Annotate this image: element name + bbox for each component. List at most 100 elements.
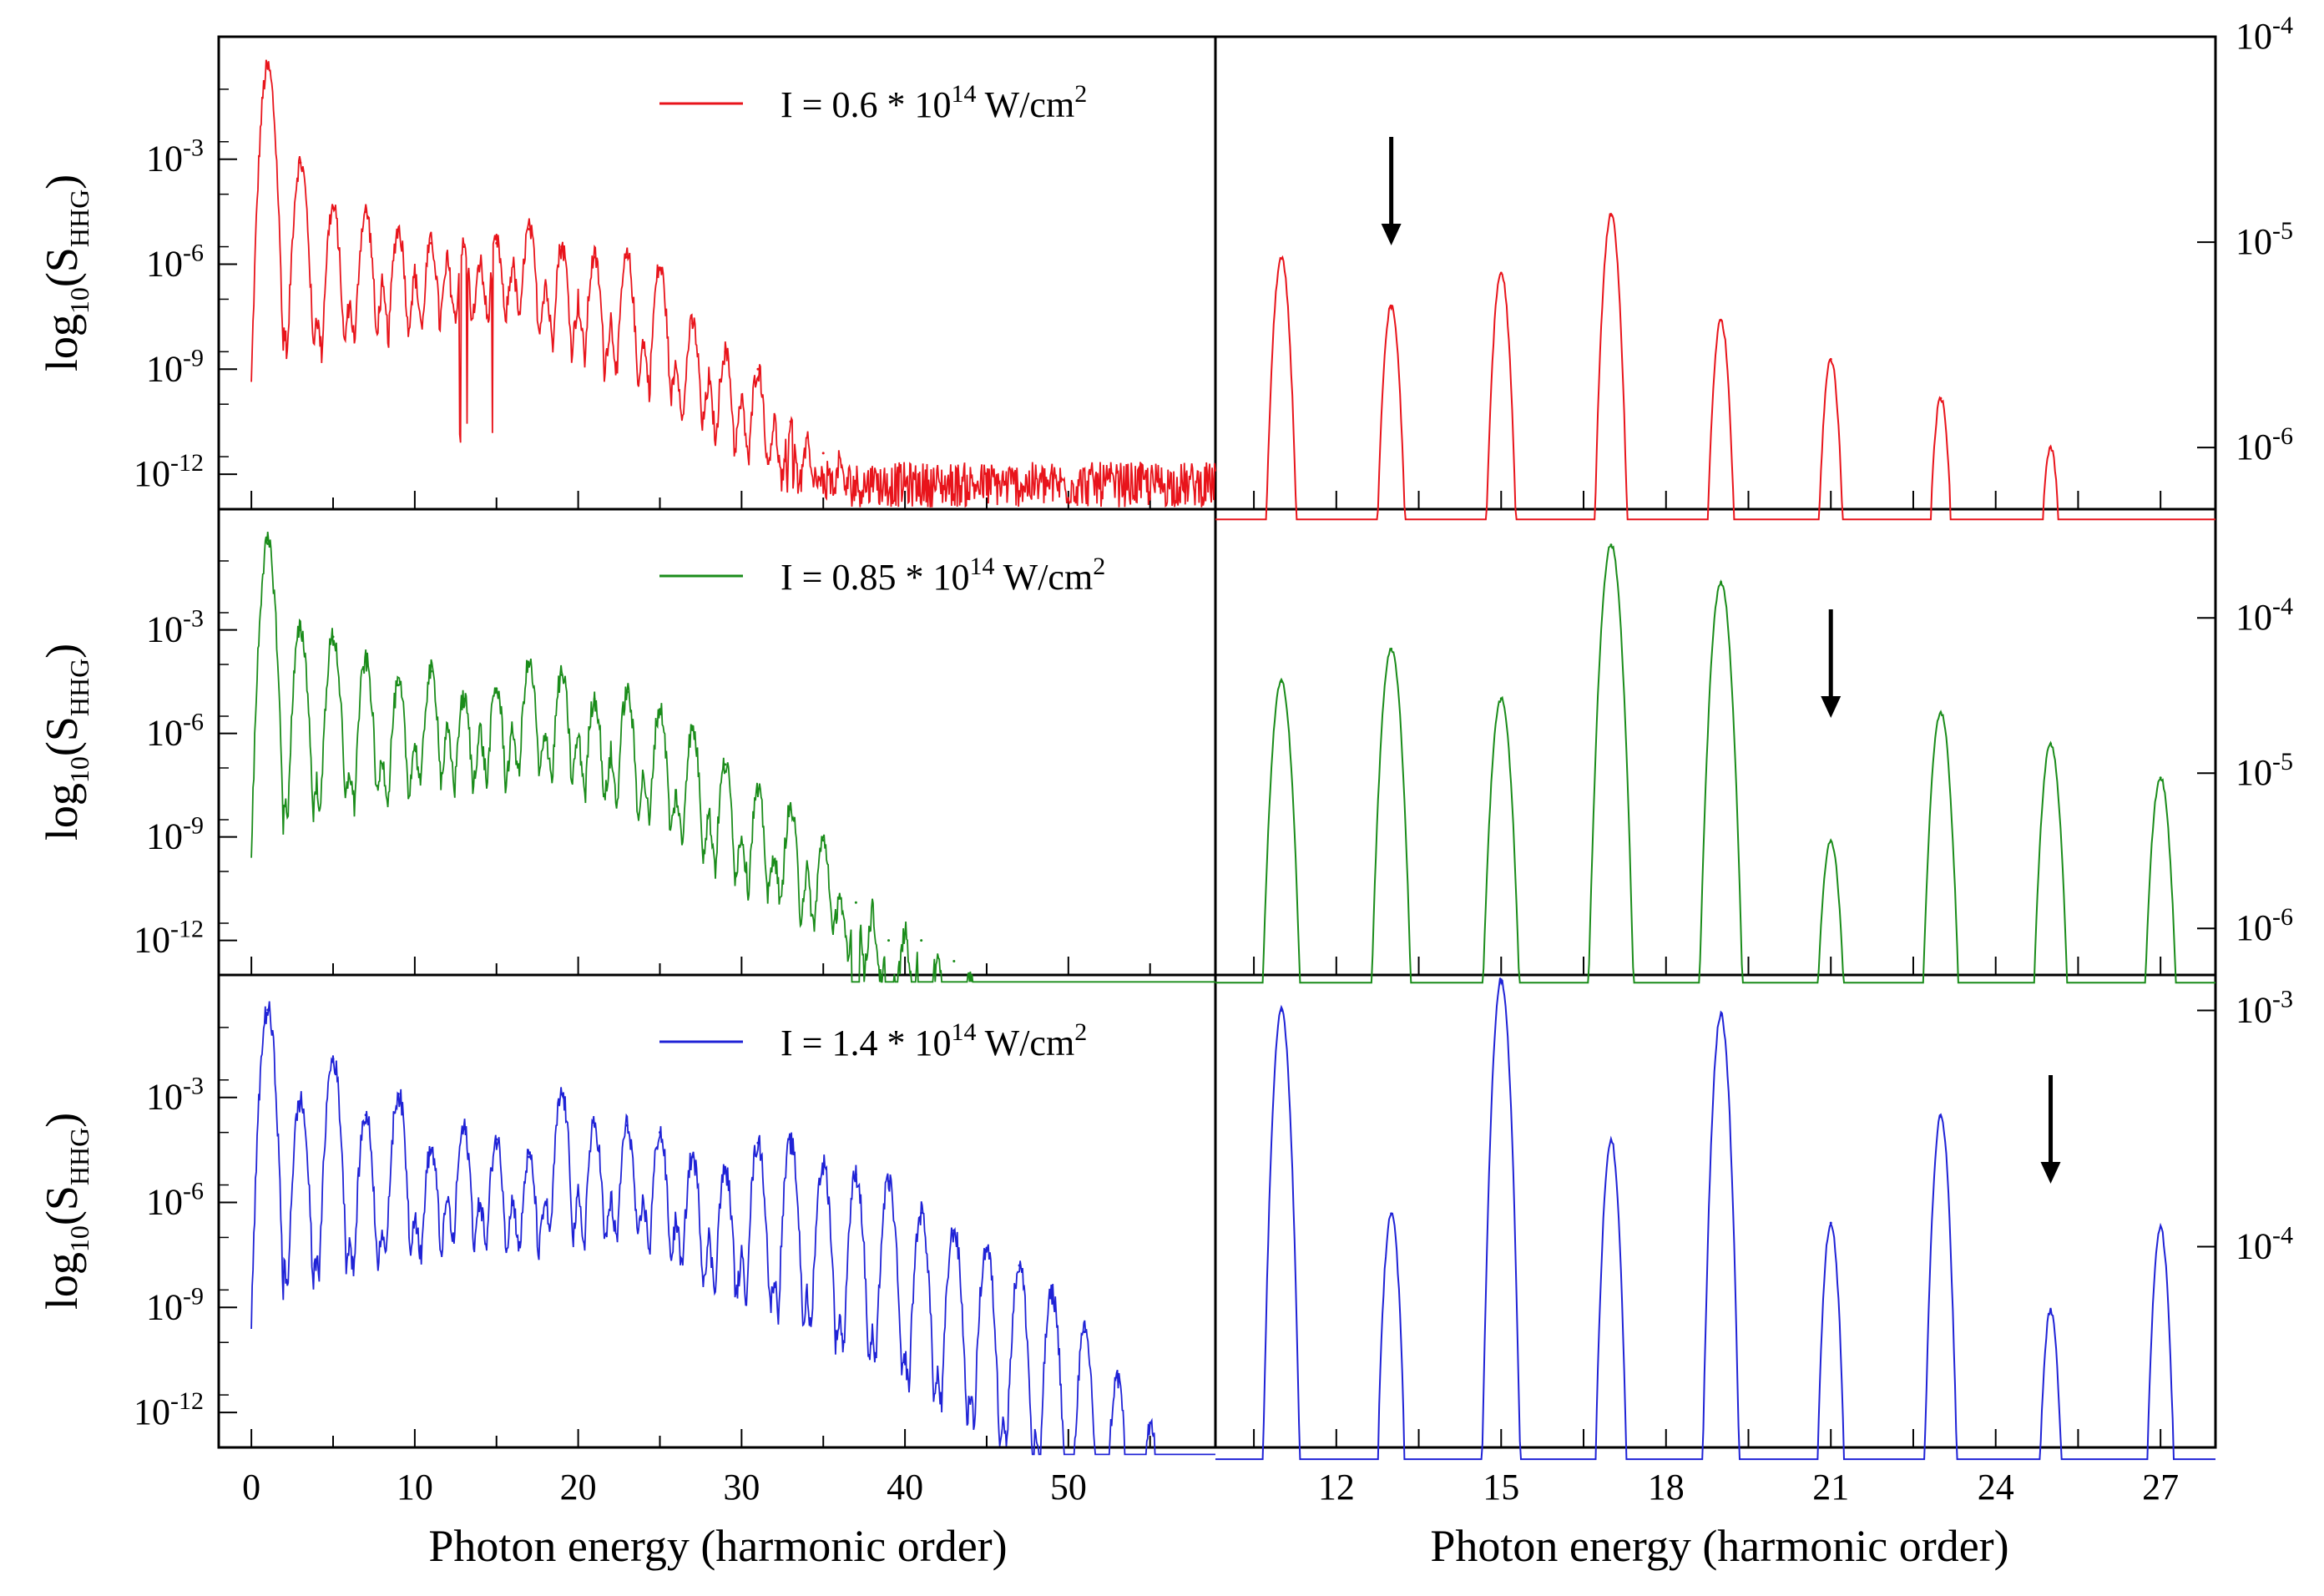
y-axis-title-text-part-2: (S [37, 1185, 87, 1225]
zoom-spectrum-line [1215, 543, 2215, 984]
y-axis-title-text-part-0: log [37, 1252, 87, 1310]
y-tick-label--12-part-0: 10 [134, 453, 170, 494]
y-axis-title: log10(SHHG) [37, 174, 94, 371]
legend-label-part-0: I = 0.85 * 10 [781, 557, 969, 598]
spectrum-peak-43 [952, 1229, 956, 1232]
x-tick-label-18-part-0: 18 [1648, 1467, 1685, 1508]
x-tick-label-15: 15 [1483, 1467, 1519, 1508]
y-tick-label--4-part-1: -4 [2272, 593, 2293, 620]
y-tick-label--6: 10-6 [2236, 903, 2293, 948]
zoom-peak-13 [1390, 1212, 1393, 1215]
zoom-peak-11 [1280, 257, 1283, 260]
y-tick-label--4: 10-4 [2236, 1221, 2293, 1266]
y-tick-label--12: 10-12 [134, 916, 204, 961]
spectrum-peak-53 [1116, 1376, 1119, 1379]
y-tick-label--4-part-0: 10 [2236, 1225, 2272, 1266]
x-tick-label-18: 18 [1648, 1467, 1685, 1508]
spectrum-peak-9 [397, 1093, 400, 1096]
zoom-peak-17 [1609, 214, 1613, 217]
x-tick-label-30: 30 [723, 1467, 760, 1508]
spectrum-peak-27 [691, 322, 695, 326]
y-tick-label--5-part-1: -5 [2272, 217, 2293, 245]
y-tick-label--6: 10-6 [2236, 422, 2293, 467]
y-tick-label--9-part-0: 10 [146, 1286, 183, 1327]
y-tick-label--5-part-1: -5 [2272, 748, 2293, 775]
zoom-peak-25 [2049, 446, 2053, 449]
spectrum-peak-11 [429, 241, 432, 245]
y-axis-title-text-part-0: log [37, 314, 87, 371]
y-tick-label--6-part-1: -6 [2272, 422, 2293, 450]
spectrum-peak-21 [593, 1124, 596, 1127]
spectrum-peak-49 [1050, 1292, 1053, 1295]
spectrum-peak-39 [887, 939, 891, 942]
spectrum-peak-11 [429, 1149, 432, 1152]
y-axis-title-text-part-3: HHG [64, 1128, 94, 1185]
y-axis-title-text-part-2: (S [37, 716, 87, 756]
legend-label-part-2: W/cm [976, 1023, 1074, 1063]
y-tick-label--6-part-0: 10 [2236, 427, 2272, 467]
legend-label: I = 0.85 * 1014 W/cm2 [781, 553, 1105, 598]
legend-label: I = 0.6 * 1014 W/cm2 [781, 80, 1087, 125]
y-tick-label--6: 10-6 [146, 1178, 204, 1223]
y-axis-title-text-part-1: 10 [64, 756, 94, 783]
x-tick-label-21-part-0: 21 [1812, 1467, 1849, 1508]
x-tick-label-21: 21 [1812, 1467, 1849, 1508]
x-tick-label-50: 50 [1050, 1467, 1087, 1508]
spectrum-peak-7 [364, 210, 367, 214]
spectrum-peak-33 [789, 808, 792, 811]
spectrum-peak-45 [985, 1246, 988, 1250]
spectrum-peak-5 [331, 1058, 335, 1061]
spectrum-peak-37 [854, 901, 857, 904]
y-tick-label--9-part-1: -9 [183, 344, 204, 371]
zoom-spectrum-line [1215, 977, 2215, 1461]
y-tick-label--6-part-1: -6 [2272, 903, 2293, 931]
zoom-peak-21 [1829, 840, 1832, 843]
y-axis-title-text-part-4: ) [37, 1113, 87, 1128]
legend-label-part-1: 14 [969, 553, 994, 580]
y-axis-title-text-part-1: 10 [64, 1225, 94, 1252]
spectrum-peak-29 [724, 350, 727, 353]
zoom-peak-27 [2159, 776, 2162, 780]
y-tick-label--6-part-1: -6 [183, 709, 204, 736]
spectrum-peak-47 [1018, 1264, 1021, 1267]
spectrum-peak-35 [821, 452, 825, 455]
x-tick-label-40: 40 [887, 1467, 923, 1508]
legend-label-part-3: 2 [1074, 1018, 1087, 1046]
y-tick-label--12-part-0: 10 [134, 920, 170, 961]
legend-label-part-3: 2 [1093, 553, 1105, 580]
annotation-arrow-head [1821, 696, 1842, 718]
y-axis-title-text: log10(SHHG) [37, 1113, 94, 1310]
spectrum-peak-31 [756, 367, 760, 371]
zoom-peak-25 [2049, 1309, 2053, 1312]
spectrum-line [250, 532, 1215, 983]
spectrum-peak-19 [560, 673, 563, 676]
x-tick-label-12: 12 [1318, 1467, 1355, 1508]
y-tick-label--9: 10-9 [146, 344, 204, 389]
spectrum-peak-1 [266, 67, 270, 70]
y-axis-title-text: log10(SHHG) [37, 174, 94, 371]
y-axis-title: log10(SHHG) [37, 1113, 94, 1310]
spectrum-peak-17 [528, 1155, 531, 1159]
y-tick-label--3-part-1: -3 [183, 605, 204, 633]
zoom-peak-11 [1280, 1008, 1283, 1012]
y-tick-label--9-part-1: -9 [183, 1282, 204, 1310]
spectrum-peak-51 [1083, 1331, 1086, 1334]
y-axis-title-text-part-3: HHG [64, 189, 94, 247]
y-tick-label--5-part-0: 10 [2236, 221, 2272, 262]
spectrum-peak-9 [397, 228, 400, 231]
legend-label-part-1: 14 [951, 1018, 976, 1046]
spectrum-peak-15 [495, 241, 498, 245]
zoom-peak-15 [1499, 271, 1503, 275]
y-tick-label--6-part-0: 10 [146, 1182, 183, 1223]
spectrum-peak-31 [756, 790, 760, 794]
left-panel-1: 10-310-610-910-12I = 0.6 * 1014 W/cm2log… [37, 59, 1216, 510]
zoom-peak-21 [1829, 1221, 1832, 1225]
y-axis-title: log10(SHHG) [37, 644, 94, 841]
y-axis-title-text-part-4: ) [37, 174, 87, 189]
spectrum-peak-41 [920, 939, 923, 942]
y-tick-label--12-part-1: -12 [170, 449, 204, 477]
legend-label-part-2: W/cm [976, 84, 1074, 125]
zoom-peak-17 [1609, 543, 1613, 547]
y-tick-label--6: 10-6 [146, 709, 204, 754]
